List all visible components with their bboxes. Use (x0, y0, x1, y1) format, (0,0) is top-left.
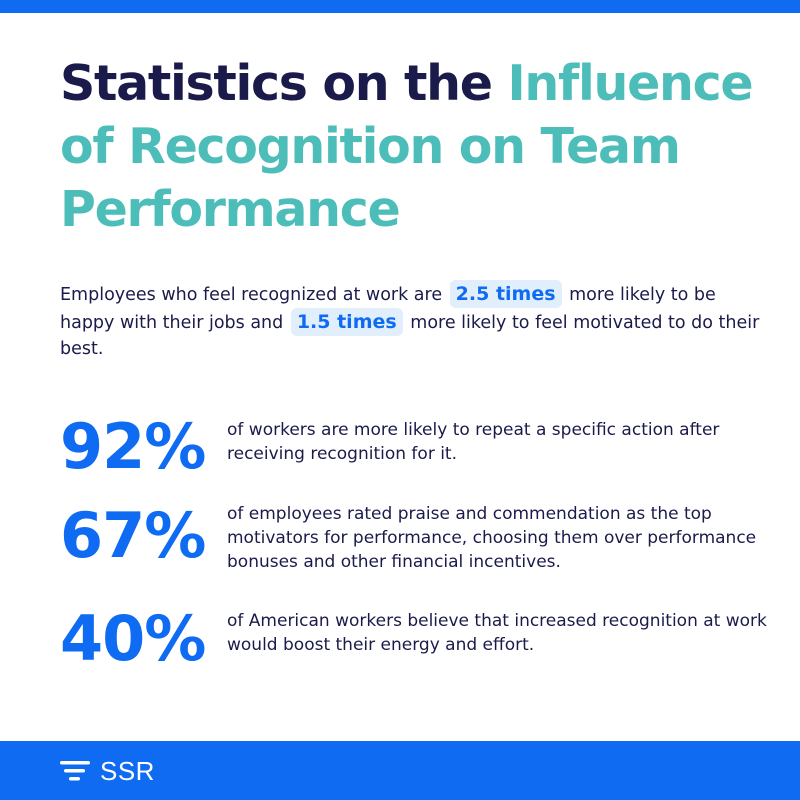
top-accent-bar (0, 0, 800, 13)
ssr-logo-text: SSR (100, 756, 155, 786)
highlight-badge-1-5-times: 1.5 times (290, 308, 403, 336)
ssr-logo-icon (60, 761, 92, 787)
highlight-badge-2-5-times: 2.5 times (449, 280, 562, 308)
stat-item-40: 40% of American workers believe that inc… (60, 607, 770, 687)
intro-text-1: Employees who feel recognized at work ar… (60, 285, 448, 305)
page-title: Statistics on the Influence of Recogniti… (60, 52, 780, 241)
title-part-accent: Influence of Recognition on Team Perform… (60, 55, 754, 238)
title-part-dark: Statistics on the (60, 55, 508, 112)
stat-description: of American workers believe that increas… (227, 611, 767, 655)
stat-value: 40% (60, 602, 206, 675)
intro-text-2: more likely to be happy with their jobs … (60, 285, 716, 333)
stat-value: 92% (60, 410, 206, 483)
footer-bar: SSR (0, 741, 800, 800)
stat-value: 67% (60, 499, 206, 572)
stat-description: of employees rated praise and commendati… (227, 504, 757, 572)
intro-text-3: more likely to feel motivated to do thei… (60, 313, 760, 359)
stat-item-67: 67% of employees rated praise and commen… (60, 504, 770, 584)
stat-item-92: 92% of workers are more likely to repeat… (60, 415, 770, 495)
stat-description: of workers are more likely to repeat a s… (227, 420, 720, 464)
intro-paragraph: Employees who feel recognized at work ar… (60, 280, 760, 362)
